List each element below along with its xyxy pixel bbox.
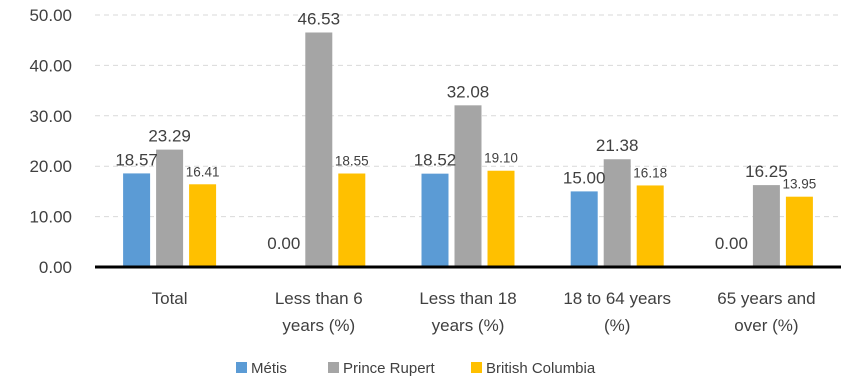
bar-m-tis [421, 173, 449, 267]
legend-swatch [328, 362, 339, 373]
bar-prince-rupert [454, 105, 482, 267]
x-tick-label: Total [152, 289, 188, 308]
y-tick-label: 20.00 [29, 157, 72, 176]
legend-swatch [236, 362, 247, 373]
x-tick-label: Less than 6 [275, 289, 363, 308]
bar-m-tis [570, 191, 598, 267]
legend-label: British Columbia [486, 360, 596, 377]
y-tick-label: 40.00 [29, 56, 72, 75]
data-label: 15.00 [563, 168, 606, 187]
bar-british-columbia [189, 184, 217, 267]
legend-label: Prince Rupert [343, 360, 436, 377]
data-label: 18.57 [115, 150, 158, 169]
legend-label: Métis [251, 360, 287, 377]
bar-british-columbia [636, 185, 664, 267]
bar-prince-rupert [305, 32, 333, 267]
data-label: 0.00 [267, 234, 300, 253]
x-tick-label: over (%) [734, 316, 798, 335]
legend-swatch [471, 362, 482, 373]
data-label: 46.53 [298, 9, 341, 28]
bar-british-columbia [785, 196, 813, 267]
x-tick-label: 65 years and [717, 289, 815, 308]
bars [123, 32, 813, 267]
y-tick-label: 50.00 [29, 6, 72, 25]
bar-prince-rupert [156, 149, 184, 267]
y-tick-label: 30.00 [29, 107, 72, 126]
bar-prince-rupert [752, 185, 780, 267]
data-label: 18.52 [414, 151, 457, 170]
legend: Métis Prince Rupert British Columbia [236, 360, 596, 377]
x-axis-ticks: Total Less than 6 years (%) Less than 18 yea… [152, 289, 816, 335]
x-tick-label: Less than 18 [419, 289, 516, 308]
y-tick-label: 0.00 [39, 258, 72, 277]
bar-british-columbia [338, 173, 366, 267]
bar-british-columbia [487, 170, 515, 267]
data-label: 16.25 [745, 162, 788, 181]
data-label: 19.10 [484, 151, 518, 166]
data-label: 23.29 [148, 127, 191, 146]
data-label: 18.55 [335, 154, 369, 169]
bar-m-tis [123, 173, 151, 267]
data-label: 0.00 [715, 234, 748, 253]
data-label: 16.18 [633, 165, 667, 180]
data-label: 13.95 [783, 177, 817, 192]
data-label: 16.41 [186, 164, 220, 179]
y-axis-ticks: 0.00 10.00 20.00 30.00 40.00 50.00 [29, 6, 72, 277]
data-label: 21.38 [596, 136, 639, 155]
x-tick-label: 18 to 64 years [563, 289, 671, 308]
x-tick-label: years (%) [282, 316, 355, 335]
x-tick-label: years (%) [432, 316, 505, 335]
data-labels: 18.57 23.29 16.41 0.00 46.53 18.55 18.52 32.08 1… [115, 9, 816, 253]
data-label: 32.08 [447, 82, 490, 101]
bar-prince-rupert [603, 159, 631, 267]
y-tick-label: 10.00 [29, 208, 72, 227]
x-tick-label: (%) [604, 316, 630, 335]
